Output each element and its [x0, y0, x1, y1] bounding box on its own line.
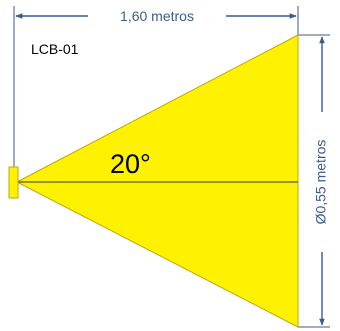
beam-angle-label: 20° — [110, 149, 151, 179]
lamp-fixture — [8, 166, 19, 199]
diameter-label: Ø0,55 metros — [313, 140, 329, 225]
light-beam-cone — [15, 34, 299, 328]
length-label: 1,60 metros — [120, 8, 194, 24]
model-label: LCB-01 — [31, 41, 79, 57]
